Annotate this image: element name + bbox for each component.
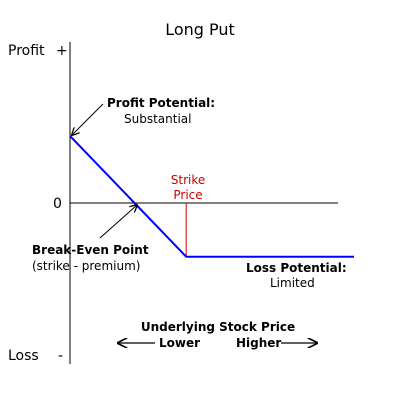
loss-potential-label: Loss Potential: <box>246 261 347 275</box>
y-axis-zero-label: 0 <box>53 196 62 212</box>
chart-title: Long Put <box>165 20 235 39</box>
x-axis-label: Underlying Stock Price <box>141 320 295 334</box>
breakeven-arrow <box>99 205 137 239</box>
loss-potential-value: Limited <box>270 276 315 290</box>
payoff-line <box>69 135 354 258</box>
y-axis-bottom-sign: - <box>58 348 63 364</box>
y-axis-top-label: Profit <box>8 43 45 59</box>
profit-arrow <box>72 103 104 135</box>
y-axis-bottom-label: Loss <box>8 348 39 364</box>
profit-potential-value: Substantial <box>124 112 191 126</box>
profit-potential-label: Profit Potential: <box>107 96 215 110</box>
x-axis-higher-label: Higher <box>236 336 281 350</box>
breakeven-value: (strike - premium) <box>32 259 140 273</box>
x-axis-lower-label: Lower <box>159 336 200 350</box>
y-axis-top-sign: + <box>56 43 68 59</box>
strike-label-line2: Price <box>173 188 202 202</box>
strike-label-line1: Strike <box>171 173 206 187</box>
breakeven-label: Break-Even Point <box>32 243 149 257</box>
